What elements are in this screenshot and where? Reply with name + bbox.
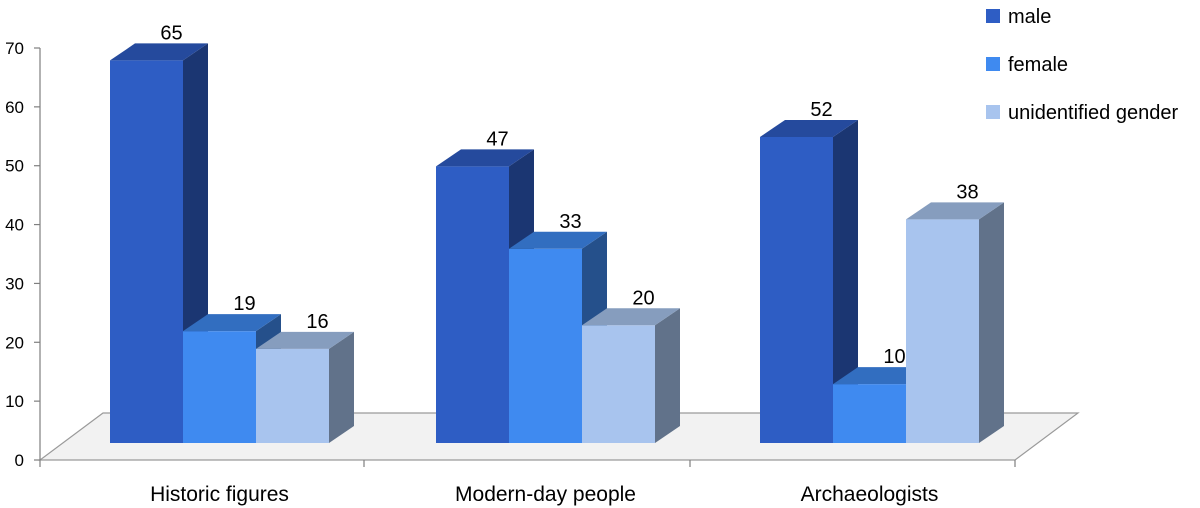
data-label: 10 — [883, 346, 905, 368]
data-label: 47 — [486, 128, 508, 150]
y-tick-label: 40 — [5, 216, 24, 235]
bar-front-face — [582, 325, 655, 443]
legend-swatch — [986, 57, 1000, 71]
legend-label: male — [1008, 6, 1051, 28]
bar-top-face — [183, 314, 281, 332]
legend-label: female — [1008, 54, 1068, 76]
bar-front-face — [436, 166, 509, 443]
y-tick-label: 30 — [5, 274, 24, 293]
y-tick-label: 0 — [15, 451, 24, 470]
bar-side-face — [329, 331, 354, 443]
y-axis: 0 10 20 30 40 50 60 70 — [5, 39, 1016, 470]
bars — [110, 43, 1004, 444]
legend-item-unidentified-gender: unidentified gender — [986, 102, 1178, 124]
bar-top-face — [256, 331, 354, 349]
x-axis-labels: Historic figures Modern-day people Archaeo… — [150, 483, 938, 506]
bar-front-face — [760, 136, 833, 443]
bar-front-face — [256, 348, 329, 443]
bar-top-face — [582, 308, 680, 326]
bar-front-face — [906, 219, 979, 443]
legend: male female unidentified gender — [986, 6, 1178, 124]
bar-unidentified-gender-3 — [906, 202, 1004, 443]
data-label: 33 — [559, 211, 581, 233]
bar-side-face — [655, 308, 680, 443]
legend-item-female: female — [986, 54, 1068, 76]
bar-unidentified-gender-2 — [582, 308, 680, 443]
category-label: Historic figures — [150, 483, 289, 506]
data-label: 16 — [306, 311, 328, 333]
category-label: Archaeologists — [801, 483, 939, 506]
y-tick-label: 70 — [5, 39, 24, 58]
data-label: 20 — [632, 287, 654, 309]
data-label: 38 — [956, 181, 978, 203]
data-label: 65 — [160, 22, 182, 44]
bar-side-face — [833, 119, 858, 443]
bar-front-face — [183, 331, 256, 443]
y-tick-label: 60 — [5, 98, 24, 117]
legend-swatch — [986, 105, 1000, 119]
bar-unidentified-gender-1 — [256, 331, 354, 443]
data-label: 19 — [233, 293, 255, 315]
y-tick-label: 10 — [5, 392, 24, 411]
bar-top-face — [110, 43, 208, 61]
legend-swatch — [986, 9, 1000, 23]
bar-male-3 — [760, 119, 858, 443]
bar-front-face — [509, 248, 582, 443]
bar-front-face — [833, 384, 906, 443]
category-label: Modern-day people — [455, 483, 636, 506]
y-tick-label: 20 — [5, 333, 24, 352]
data-labels: 65 19 16 47 33 20 52 10 38 — [160, 22, 978, 368]
data-label: 52 — [810, 99, 832, 121]
bar-top-face — [436, 149, 534, 167]
bar-top-face — [906, 202, 1004, 220]
bar-side-face — [979, 202, 1004, 443]
bar-top-face — [760, 119, 858, 137]
legend-label: unidentified gender — [1008, 102, 1178, 124]
legend-item-male: male — [986, 6, 1051, 28]
bar-top-face — [509, 231, 607, 249]
bar-front-face — [110, 60, 183, 444]
y-tick-label: 50 — [5, 157, 24, 176]
